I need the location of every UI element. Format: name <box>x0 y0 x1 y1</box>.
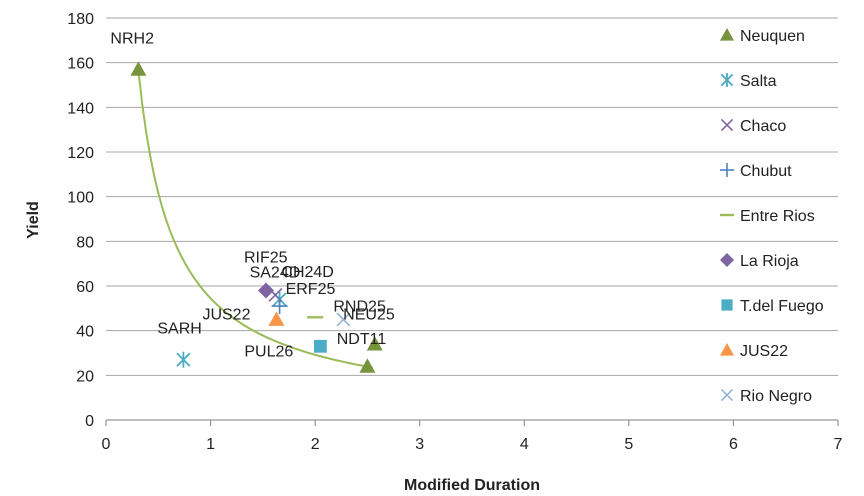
legend-marker <box>721 299 732 310</box>
legend-label: Rio Negro <box>740 388 812 405</box>
legend-item: T.del Fuego <box>721 298 823 315</box>
legend-marker <box>720 163 734 177</box>
point-label: CH24D <box>281 264 333 281</box>
point-salta <box>177 352 190 368</box>
x-tick-label: 4 <box>520 436 529 453</box>
legend-label: Chubut <box>740 163 792 180</box>
x-tick-label: 0 <box>102 436 111 453</box>
point-label: SARH <box>157 321 201 338</box>
point-label: NRH2 <box>110 30 154 47</box>
point-chubut <box>272 298 288 314</box>
y-tick-label: 120 <box>67 145 94 162</box>
y-tick-label: 40 <box>76 324 94 341</box>
y-tick-label: 0 <box>85 413 94 430</box>
legend-label: JUS22 <box>740 343 788 360</box>
legend-item: Chubut <box>720 163 792 180</box>
x-tick-label: 3 <box>415 436 424 453</box>
x-tick-label: 7 <box>834 436 843 453</box>
point-label: NDT11 <box>337 331 387 348</box>
legend-item: Entre Rios <box>720 208 815 225</box>
y-tick-label: 100 <box>67 190 94 207</box>
legend-label: Chaco <box>740 118 786 135</box>
point-label: JUS22 <box>202 307 250 324</box>
legend-label: La Rioja <box>740 253 799 270</box>
legend-item: Salta <box>721 73 776 90</box>
legend-item: Chaco <box>721 118 786 135</box>
y-tick-label: 180 <box>67 11 94 28</box>
legend-marker <box>720 253 734 267</box>
x-tick-label: 5 <box>624 436 633 453</box>
point-label: PUL26 <box>244 343 293 360</box>
y-tick-label: 80 <box>76 234 94 251</box>
y-tick-label: 60 <box>76 279 94 296</box>
legend-marker <box>721 119 732 130</box>
legend-item: La Rioja <box>720 253 799 270</box>
point-label: ERF25 <box>286 281 336 298</box>
y-tick-label: 20 <box>76 368 94 385</box>
point-label: RIF25 <box>244 249 288 266</box>
legend-label: T.del Fuego <box>740 298 824 315</box>
legend-item: Rio Negro <box>721 388 812 405</box>
legend-label: Neuquen <box>740 28 805 45</box>
x-axis-title: Modified Duration <box>404 477 540 494</box>
x-tick-label: 2 <box>311 436 320 453</box>
legend: Neuquen Salta Chaco Chubut Entre Rios La Rioj… <box>720 28 824 405</box>
legend-marker <box>720 343 734 356</box>
point-label: RND25 <box>333 299 386 316</box>
legend-marker <box>721 73 732 87</box>
y-tick-label: 160 <box>67 56 94 73</box>
point-jus- <box>268 312 284 326</box>
y-tick-label: 140 <box>67 100 94 117</box>
legend-marker <box>721 389 732 400</box>
x-tick-label: 6 <box>729 436 738 453</box>
legend-label: Salta <box>740 73 777 90</box>
y-axis-title: Yield <box>25 201 42 239</box>
point-neuquen <box>130 61 146 75</box>
point-t-del-fuego <box>314 340 327 353</box>
point-labels: NRH2NDT11SARHSA24DCH24DERF25NEU25RIF25PU… <box>110 30 394 360</box>
legend-label: Entre Rios <box>740 208 815 225</box>
legend-item: Neuquen <box>720 28 805 45</box>
point-la-rioja <box>258 282 274 298</box>
legend-item: JUS22 <box>720 343 788 360</box>
x-tick-label: 1 <box>206 436 215 453</box>
legend-marker <box>720 28 734 41</box>
